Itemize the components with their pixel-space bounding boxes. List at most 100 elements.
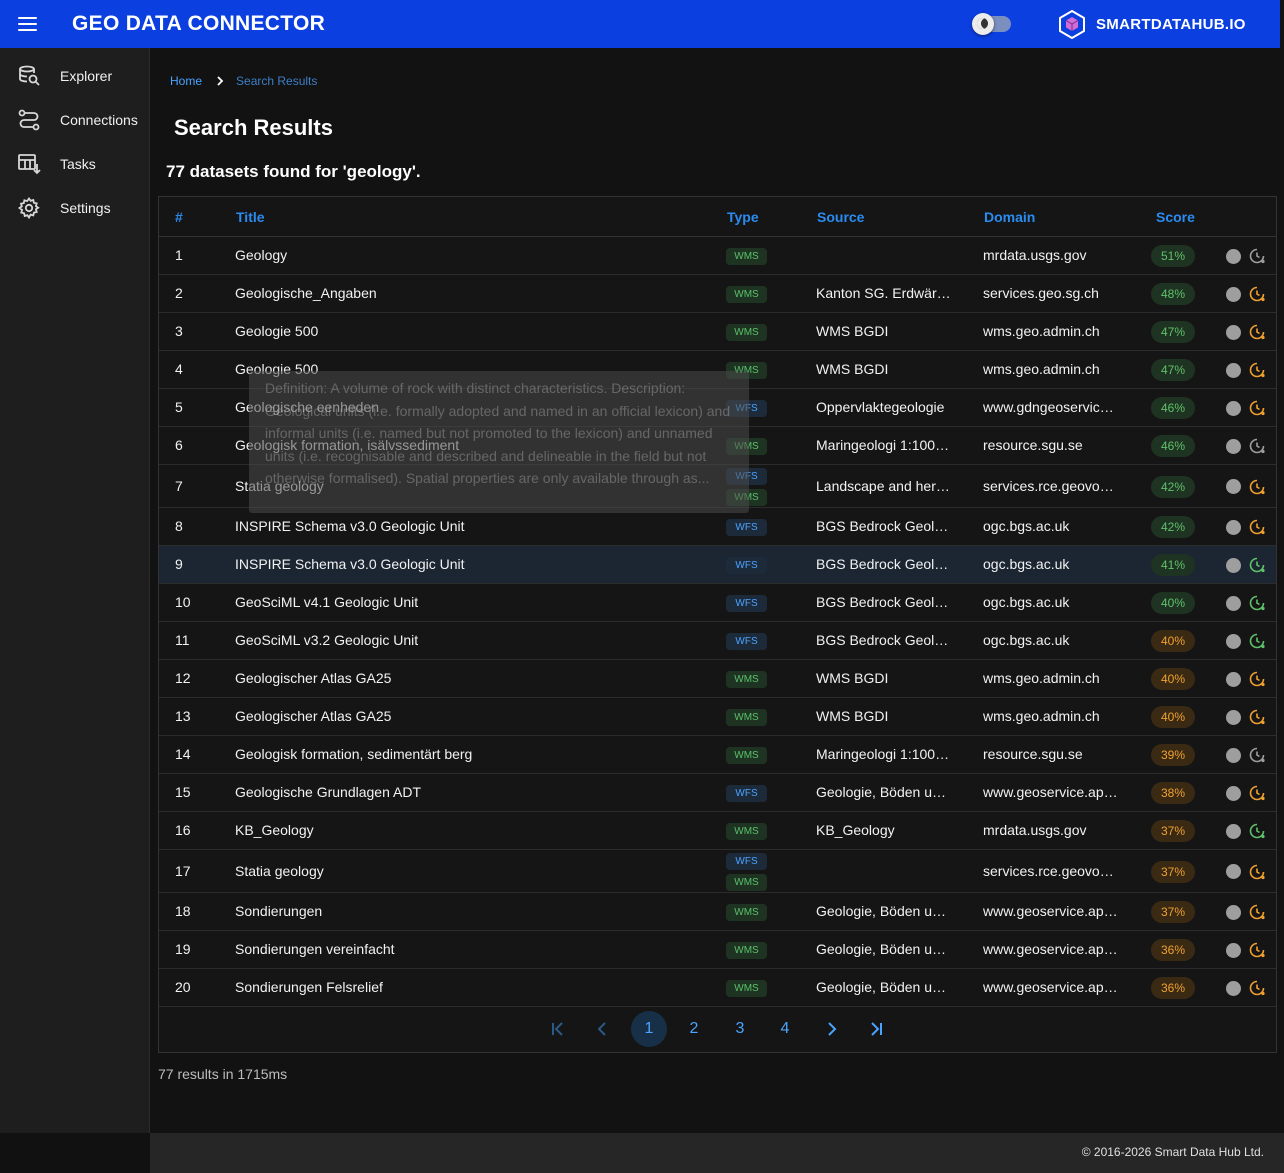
schedule-icon[interactable] — [1248, 247, 1266, 265]
schedule-icon[interactable] — [1248, 518, 1266, 536]
table-row[interactable]: 12 Geologischer Atlas GA25 WMS WMS BGDI wms.… — [159, 660, 1276, 698]
schedule-icon[interactable] — [1248, 941, 1266, 959]
table-row[interactable]: 6 Geologisk formation, isälvssediment WMS M… — [159, 427, 1276, 465]
table-row[interactable]: 16 KB_Geology WMS KB_Geology mrdata.usgs.gov… — [159, 812, 1276, 850]
row-title: Sondierungen Felsrelief — [235, 979, 383, 995]
table-row[interactable]: 7 Statia geology WFS WMS Landscape and herit… — [159, 465, 1276, 508]
schedule-icon[interactable] — [1248, 746, 1266, 764]
schedule-icon[interactable] — [1248, 670, 1266, 688]
score-badge: 38% — [1151, 782, 1195, 804]
sidebar-item-connections[interactable]: Connections — [0, 100, 150, 140]
row-domain: services.geo.sg.ch — [983, 285, 1099, 301]
footer-left — [0, 1133, 150, 1173]
table-row[interactable]: 14 Geologisk formation, sedimentärt berg W… — [159, 736, 1276, 774]
table-row[interactable]: 13 Geologischer Atlas GA25 WMS WMS BGDI wms.… — [159, 698, 1276, 736]
app-title: GEO DATA CONNECTOR — [72, 12, 326, 35]
schedule-icon[interactable] — [1248, 478, 1266, 496]
type-badge: WMS — [726, 941, 767, 959]
brand[interactable]: SMARTDATAHUB.IO — [1058, 9, 1246, 39]
score-badge: 41% — [1151, 554, 1195, 576]
menu-icon[interactable] — [14, 12, 42, 36]
row-domain: ogc.bgs.ac.uk — [983, 632, 1070, 648]
schedule-icon[interactable] — [1248, 323, 1266, 341]
type-badge: WMS — [726, 979, 767, 997]
schedule-icon[interactable] — [1248, 863, 1266, 881]
header-score[interactable]: Score — [1156, 209, 1195, 225]
header-source[interactable]: Source — [817, 209, 865, 225]
table-row[interactable]: 5 Geologische eenheden WFS Oppervlaktegeolo… — [159, 389, 1276, 427]
schedule-icon[interactable] — [1248, 556, 1266, 574]
table-row[interactable]: 2 Geologische_Angaben WMS Kanton SG. Erdwär… — [159, 275, 1276, 313]
row-source: Maringeologi 1:100000 — [816, 746, 951, 762]
schedule-icon[interactable] — [1248, 437, 1266, 455]
last-page-icon[interactable] — [858, 1011, 894, 1047]
status-dot — [1226, 557, 1241, 573]
breadcrumb-home[interactable]: Home — [170, 74, 203, 88]
row-source: BGS Bedrock Geology — [816, 556, 951, 572]
page-4[interactable]: 4 — [780, 1020, 790, 1037]
table-row[interactable]: 20 Sondierungen Felsrelief WMS Geologie, Bö… — [159, 969, 1276, 1007]
type-chips: WFS — [726, 784, 767, 802]
header-type[interactable]: Type — [727, 209, 759, 225]
row-number: 4 — [175, 361, 183, 377]
next-page-icon[interactable] — [813, 1011, 849, 1047]
table-row[interactable]: 15 Geologische Grundlagen ADT WFS Geologie,… — [159, 774, 1276, 812]
table-row[interactable]: 4 Geologie 500 WMS WMS BGDI wms.geo.admin.ch… — [159, 351, 1276, 389]
row-source: WMS BGDI — [816, 323, 889, 339]
table-row[interactable]: 9 INSPIRE Schema v3.0 Geologic Unit WFS BGS… — [159, 546, 1276, 584]
row-source: WMS BGDI — [816, 361, 889, 377]
page-3[interactable]: 3 — [735, 1020, 745, 1037]
row-domain: www.geoservice.apps.be.ch — [983, 941, 1118, 957]
row-number: 20 — [175, 979, 191, 995]
type-badge: WMS — [726, 708, 767, 726]
status-dot — [1226, 671, 1241, 687]
type-badge: WFS — [726, 518, 767, 536]
table-row[interactable]: 17 Statia geology WFS WMS services.rce.geovo… — [159, 850, 1276, 893]
row-domain: ogc.bgs.ac.uk — [983, 594, 1070, 610]
schedule-icon[interactable] — [1248, 784, 1266, 802]
page-1[interactable]: 1 — [631, 1011, 667, 1047]
first-page-icon[interactable] — [540, 1011, 576, 1047]
table-row[interactable]: 18 Sondierungen WMS Geologie, Böden und Unt… — [159, 893, 1276, 931]
score-badge: 36% — [1151, 939, 1195, 961]
schedule-icon[interactable] — [1248, 979, 1266, 997]
header-domain[interactable]: Domain — [984, 209, 1036, 225]
table-row[interactable]: 8 INSPIRE Schema v3.0 Geologic Unit WFS BGS… — [159, 508, 1276, 546]
schedule-icon[interactable] — [1248, 285, 1266, 303]
row-title: GeoSciML v4.1 Geologic Unit — [235, 594, 419, 610]
sidebar-item-explorer[interactable]: Explorer — [0, 56, 150, 96]
row-domain: services.rce.geovoorziening.nl — [983, 862, 1118, 879]
schedule-icon[interactable] — [1248, 822, 1266, 840]
schedule-icon[interactable] — [1248, 903, 1266, 921]
header-title[interactable]: Title — [236, 209, 265, 225]
status-dot — [1226, 438, 1241, 454]
status-dot — [1226, 864, 1241, 879]
schedule-icon[interactable] — [1248, 708, 1266, 726]
sidebar-item-settings[interactable]: Settings — [0, 188, 150, 228]
status-dot — [1226, 248, 1241, 264]
row-number: 18 — [175, 903, 191, 919]
schedule-icon[interactable] — [1248, 594, 1266, 612]
schedule-icon[interactable] — [1248, 399, 1266, 417]
status-dot — [1226, 595, 1241, 611]
table-row[interactable]: 19 Sondierungen vereinfacht WMS Geologie, B… — [159, 931, 1276, 969]
score-badge: 36% — [1151, 977, 1195, 999]
page-2[interactable]: 2 — [689, 1020, 699, 1037]
row-domain: www.geoservice.apps.be.ch — [983, 903, 1118, 919]
table-row[interactable]: 11 GeoSciML v3.2 Geologic Unit WFS BGS Bedr… — [159, 622, 1276, 660]
table-row[interactable]: 3 Geologie 500 WMS WMS BGDI wms.geo.admin.ch… — [159, 313, 1276, 351]
header-num[interactable]: # — [175, 209, 183, 225]
sidebar-item-tasks[interactable]: Tasks — [0, 144, 150, 184]
schedule-icon[interactable] — [1248, 632, 1266, 650]
table-row[interactable]: 1 Geology WMS mrdata.usgs.gov 51% — [159, 237, 1276, 275]
row-number: 3 — [175, 323, 183, 339]
status-dot — [1226, 823, 1241, 839]
chevron-right-icon — [217, 76, 224, 86]
prev-page-icon[interactable] — [585, 1011, 621, 1047]
theme-toggle[interactable] — [972, 13, 1011, 35]
explorer-icon — [19, 65, 40, 86]
table-row[interactable]: 10 GeoSciML v4.1 Geologic Unit WFS BGS Bedr… — [159, 584, 1276, 622]
schedule-icon[interactable] — [1248, 361, 1266, 379]
row-title: Geologisk formation, sedimentärt berg — [235, 746, 473, 762]
row-title: Geologisk formation, isälvssediment — [235, 437, 460, 453]
